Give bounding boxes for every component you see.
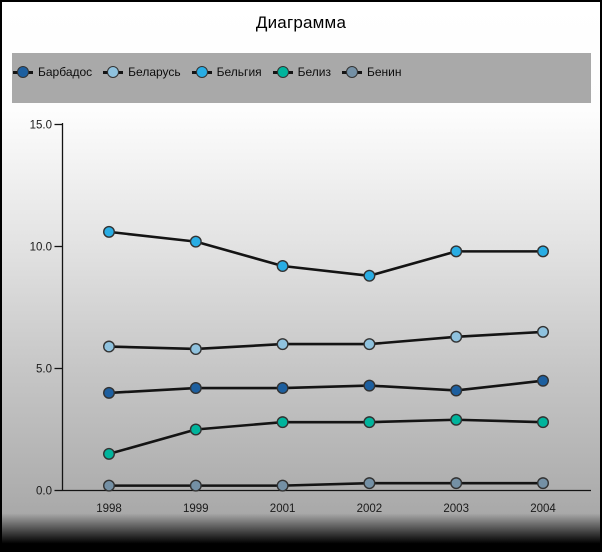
data-point <box>189 479 202 492</box>
series-line-marker-icon <box>191 66 212 78</box>
data-point <box>537 477 550 490</box>
data-point <box>450 413 463 426</box>
legend-item-4: Белиз <box>272 65 331 79</box>
series-line-marker-icon <box>13 66 33 78</box>
series-line-2 <box>107 330 545 351</box>
x-tick-label: 2002 <box>357 503 383 515</box>
y-tick-label: 15.0 <box>30 120 52 132</box>
y-tick-label: 0.0 <box>36 486 52 498</box>
data-point <box>363 338 376 351</box>
data-point <box>102 447 115 460</box>
x-tick-label: 2001 <box>270 503 296 515</box>
x-tick-label: 1999 <box>183 503 209 515</box>
data-point <box>189 382 202 395</box>
series-line-marker-icon <box>342 66 362 78</box>
legend-item-5: Бенин <box>342 66 402 78</box>
data-point <box>189 342 202 355</box>
legend: Барбадос Беларусь Бельгия Белиз Бенин <box>12 53 591 103</box>
legend-item-3: Бельгия <box>191 65 262 79</box>
data-point <box>276 338 289 351</box>
series-line-marker-icon <box>272 66 293 78</box>
chart-title: Диаграмма <box>255 13 347 32</box>
data-point <box>102 479 115 492</box>
data-point <box>276 416 289 429</box>
series-line-4 <box>107 418 545 456</box>
y-tick-label: 10.0 <box>30 242 52 254</box>
legend-item-2: Беларусь <box>103 65 181 79</box>
legend-item-label: Бенин <box>367 65 402 79</box>
data-point <box>450 477 463 490</box>
x-tick-label: 1998 <box>96 503 122 515</box>
legend-item-label: Барбадос <box>38 65 93 79</box>
data-point <box>189 235 202 248</box>
data-point <box>450 384 463 397</box>
legend-item-label: Белиз <box>297 65 331 79</box>
data-point <box>189 423 202 436</box>
data-point <box>537 374 550 387</box>
data-point <box>363 269 376 282</box>
data-point <box>276 382 289 395</box>
legend-item-label: Бельгия <box>216 65 262 79</box>
data-point <box>537 325 550 338</box>
y-tick-label: 5.0 <box>36 364 52 376</box>
data-point <box>450 245 463 258</box>
data-point <box>363 379 376 392</box>
data-point <box>102 340 115 353</box>
series-line-5 <box>107 481 545 487</box>
data-point <box>363 477 376 490</box>
series-line-marker-icon <box>103 66 124 78</box>
data-point <box>276 260 289 273</box>
data-point <box>537 245 550 258</box>
series-line-3 <box>107 230 545 278</box>
x-tick-label: 2004 <box>530 503 556 515</box>
data-point <box>450 330 463 343</box>
series-line-1 <box>107 379 545 395</box>
data-point <box>102 386 115 399</box>
data-point <box>276 479 289 492</box>
legend-item-1: Барбадос <box>13 66 92 78</box>
legend-item-label: Беларусь <box>128 65 181 79</box>
data-point <box>363 416 376 429</box>
data-point <box>537 416 550 429</box>
x-tick-label: 2003 <box>443 503 469 515</box>
data-point <box>102 225 115 238</box>
